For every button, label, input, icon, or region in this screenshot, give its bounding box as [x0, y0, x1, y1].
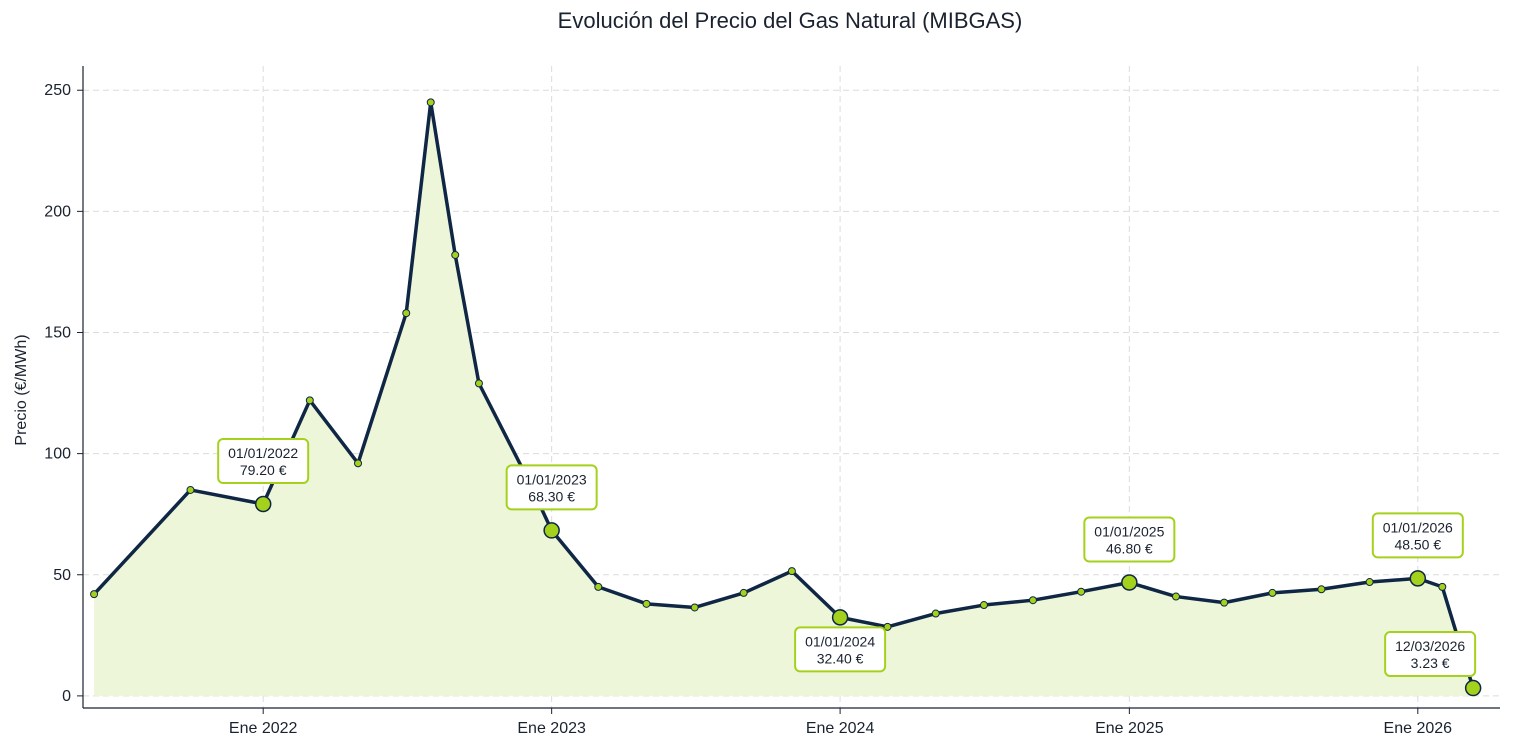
annotation-value: 32.40 € — [817, 650, 864, 666]
data-point — [90, 590, 99, 599]
annotation-box — [1371, 512, 1464, 559]
data-point — [1268, 588, 1277, 597]
annotation-value: 46.80 € — [1106, 541, 1153, 557]
annotation-value: 48.50 € — [1394, 536, 1441, 552]
x-tick-label: Ene 2026 — [1384, 720, 1453, 737]
y-axis-label: Precio (€/MWh) — [13, 334, 30, 445]
highlight-point — [1409, 570, 1427, 587]
area-fill — [94, 102, 1474, 696]
y-tick-label: 100 — [44, 446, 71, 463]
y-tick-label: 200 — [44, 203, 71, 220]
annotation-date: 01/01/2023 — [517, 471, 587, 487]
data-point — [354, 459, 363, 468]
highlight-point — [1121, 574, 1138, 591]
annotation-box — [505, 464, 598, 511]
data-point — [642, 599, 651, 608]
highlight-point — [254, 495, 272, 513]
data-point — [690, 603, 699, 612]
data-point — [594, 582, 603, 591]
data-point — [1171, 592, 1180, 601]
data-point — [1220, 598, 1229, 607]
annotation-date: 01/01/2022 — [228, 445, 298, 461]
data-point — [1438, 582, 1447, 591]
x-tick-label: Ene 2022 — [229, 720, 298, 737]
highlight-point — [543, 522, 560, 539]
highlight-point — [1464, 679, 1482, 697]
annotation-box — [217, 438, 310, 485]
annotation-box — [1083, 516, 1176, 563]
annotation-date: 12/03/2026 — [1395, 638, 1465, 654]
data-point — [979, 601, 988, 610]
y-tick-label: 50 — [53, 567, 71, 584]
data-point — [474, 379, 483, 388]
annotation-value: 68.30 € — [528, 488, 575, 504]
data-point — [1077, 587, 1086, 596]
annotation-date: 01/01/2025 — [1094, 524, 1164, 540]
area-fill-layer — [94, 102, 1474, 696]
data-point — [402, 309, 411, 318]
data-point — [931, 609, 940, 618]
annotation-date: 01/01/2026 — [1383, 519, 1453, 535]
x-tick-label: Ene 2025 — [1095, 720, 1164, 737]
data-point — [426, 98, 435, 107]
annotation-date: 01/01/2024 — [805, 633, 875, 649]
data-point — [739, 588, 748, 597]
data-point — [186, 485, 195, 494]
data-point — [1028, 596, 1037, 605]
chart-title: Evolución del Precio del Gas Natural (MI… — [557, 8, 1023, 33]
y-tick-label: 0 — [62, 688, 71, 705]
annotation-value: 79.20 € — [240, 462, 287, 478]
data-point — [1365, 578, 1374, 587]
x-tick-label: Ene 2023 — [517, 720, 586, 737]
y-tick-label: 250 — [44, 82, 71, 99]
data-point — [451, 250, 460, 259]
annotation-value: 3.23 € — [1411, 655, 1450, 671]
data-point — [787, 567, 796, 576]
data-point — [883, 622, 892, 631]
annotation-box — [794, 626, 887, 673]
y-tick-label: 150 — [44, 324, 71, 341]
axes: 0 50 100 150 200 250 Ene 2022 Ene 2023 Ene 2024 E… — [44, 66, 1500, 737]
data-point — [305, 396, 314, 405]
annotation-box — [1384, 631, 1477, 678]
x-tick-label: Ene 2024 — [806, 720, 875, 737]
highlight-point — [831, 609, 849, 626]
data-point — [1317, 585, 1326, 594]
